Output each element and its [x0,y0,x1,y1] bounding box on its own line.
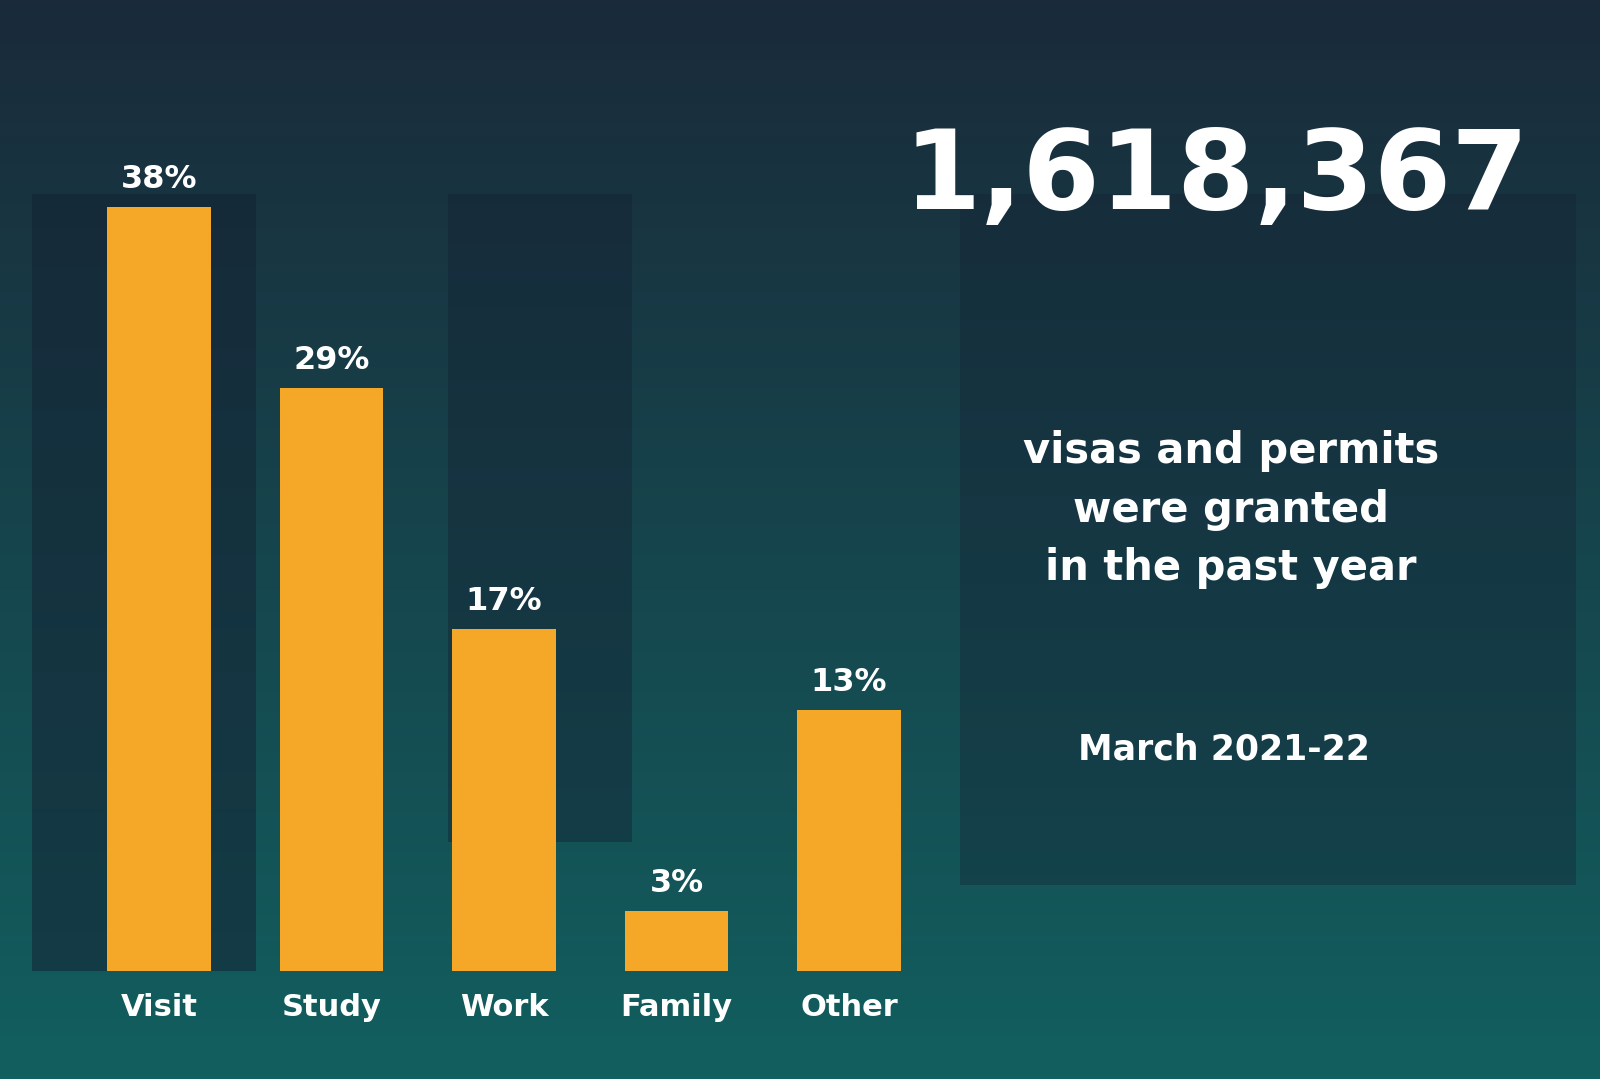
Bar [280,388,384,971]
Bar [453,629,555,971]
Text: March 2021-22: March 2021-22 [1078,733,1370,767]
Text: 17%: 17% [466,586,542,617]
Text: 3%: 3% [650,868,704,899]
Text: 29%: 29% [293,345,370,375]
Text: 1,618,367: 1,618,367 [904,124,1528,232]
Text: 38%: 38% [120,164,197,195]
Bar [448,194,632,842]
Bar [32,194,256,971]
Text: 13%: 13% [811,667,888,698]
Text: visas and permits
were granted
in the past year: visas and permits were granted in the pa… [1022,431,1440,589]
Bar [107,207,211,971]
Bar [960,194,1576,885]
Bar [797,710,901,971]
Bar [624,911,728,971]
